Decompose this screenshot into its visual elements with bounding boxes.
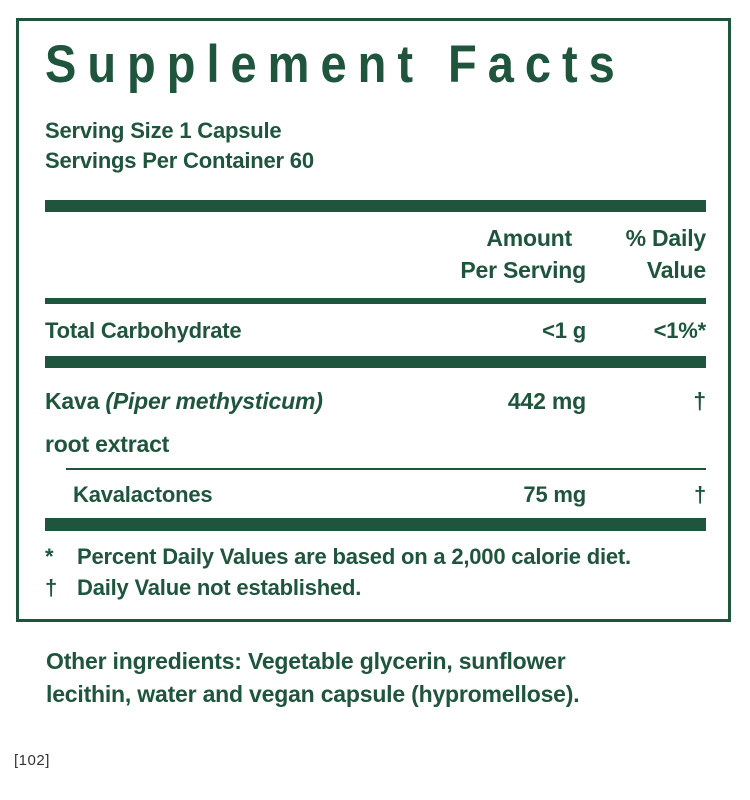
nutrient-amount: 75 mg <box>523 482 586 507</box>
servings-per-container-line: Servings Per Container 60 <box>45 148 314 173</box>
nutrient-row-kavalactones: Kavalactones 75 mg † <box>45 470 706 518</box>
serving-info: Serving Size 1 Capsule Servings Per Cont… <box>45 116 706 176</box>
nutrient-row-kava: Kava (Piper methysticum) root extract 44… <box>45 368 706 468</box>
nutrient-row-total-carbohydrate: Total Carbohydrate <1 g <1%* <box>45 304 706 356</box>
panel-title: Supplement Facts <box>45 33 626 93</box>
header-dv-line1: % Daily <box>625 225 707 251</box>
separator-hairline-indented <box>66 468 706 470</box>
header-amount-line1: Amount <box>486 225 572 251</box>
nutrient-name: Total Carbohydrate <box>45 318 242 343</box>
kava-name-line1: Kava (Piper methysticum) <box>45 388 323 414</box>
column-header-row: Amount Per Serving % Daily Value <box>45 212 706 298</box>
footnote-dv-not-established: † Daily Value not established. <box>45 572 706 603</box>
nutrient-amount: <1 g <box>542 318 586 343</box>
nutrient-amount: 442 mg <box>507 388 586 414</box>
separator-thick-bottom <box>45 518 706 531</box>
header-daily-value: % Daily Value <box>586 222 707 286</box>
nutrient-name: Kava (Piper methysticum) root extract <box>45 380 436 466</box>
footnote-text: Daily Value not established. <box>77 575 362 600</box>
footnote-daily-values: * Percent Daily Values are based on a 2,… <box>45 541 706 572</box>
asterisk-symbol: * <box>45 544 54 569</box>
nutrient-name: Kavalactones <box>73 482 213 507</box>
other-ingredients-line1: Other ingredients: Vegetable glycerin, s… <box>46 648 566 674</box>
header-amount-line2: Per Serving <box>460 257 586 283</box>
other-ingredients-paragraph: Other ingredients: Vegetable glycerin, s… <box>46 645 706 711</box>
header-amount-per-serving: Amount Per Serving <box>436 222 586 286</box>
kava-name-line2: root extract <box>45 431 170 457</box>
separator-thick-mid <box>45 356 706 368</box>
serving-size-line: Serving Size 1 Capsule <box>45 118 282 143</box>
kava-botanical-name: (Piper methysticum) <box>105 388 323 414</box>
separator-under-header <box>45 298 706 304</box>
nutrient-dv: † <box>693 482 706 507</box>
footnote-text: Percent Daily Values are based on a 2,00… <box>77 544 631 569</box>
nutrient-dv: † <box>693 388 706 414</box>
reference-number: [102] <box>14 752 50 769</box>
footnotes: * Percent Daily Values are based on a 2,… <box>45 531 706 603</box>
supplement-facts-panel: Supplement Facts Serving Size 1 Capsule … <box>16 18 731 622</box>
separator-thick-top <box>45 200 706 212</box>
header-dv-line2: Value <box>646 257 706 283</box>
dagger-symbol: † <box>45 575 58 600</box>
nutrient-dv: <1%* <box>653 318 707 343</box>
other-ingredients-line2: lecithin, water and vegan capsule (hypro… <box>46 681 580 707</box>
